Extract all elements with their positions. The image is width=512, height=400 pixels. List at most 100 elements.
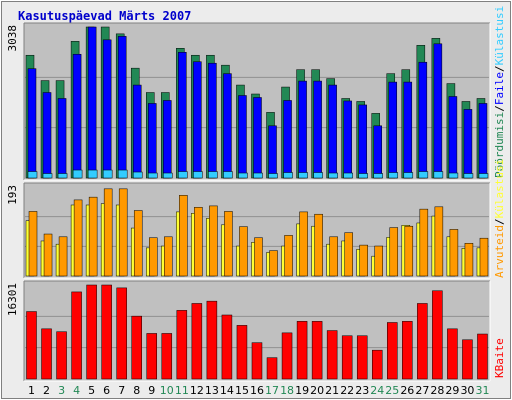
legend-middle-item-2: Külastusi	[493, 159, 506, 219]
x-tick-label-day-31: 31	[475, 384, 489, 397]
bar-top-k-lastusi-day-17	[268, 173, 278, 179]
bar-middle-arvuteid-day-25	[389, 227, 399, 277]
bar-top-faile-day-24	[373, 125, 382, 179]
bar-top-faile-day-14	[223, 73, 232, 179]
bar-middle-arvuteid-day-9	[149, 237, 158, 277]
bar-top-faile-day-15	[238, 95, 247, 179]
bar-bottom-kbaite-day-27	[417, 303, 428, 380]
bar-top-k-lastusi-day-12	[193, 171, 203, 179]
bar-bottom-kbaite-day-31	[477, 333, 488, 380]
bar-top-k-lastusi-day-23	[358, 173, 368, 179]
bar-middle-arvuteid-day-26	[404, 225, 414, 277]
bar-bottom-kbaite-day-28	[432, 290, 443, 380]
bar-top-faile-day-28	[433, 43, 443, 179]
bar-middle-arvuteid-day-14	[224, 211, 233, 277]
bar-middle-arvuteid-day-8	[133, 210, 143, 277]
bar-middle-arvuteid-day-5	[88, 196, 98, 277]
x-tick-label-day-25: 25	[385, 384, 399, 397]
bar-top-faile-day-16	[253, 97, 262, 179]
bar-top-faile-day-13	[208, 62, 217, 179]
bar-top-k-lastusi-day-15	[238, 172, 248, 179]
bar-top-k-lastusi-day-19	[298, 172, 308, 179]
bar-bottom-kbaite-day-26	[402, 321, 413, 380]
x-tick-label-day-13: 13	[205, 384, 219, 397]
bar-top-faile-day-23	[358, 104, 367, 179]
bar-middle-arvuteid-day-21	[329, 236, 338, 277]
x-tick-label-day-30: 30	[460, 384, 474, 397]
bar-bottom-kbaite-day-25	[387, 322, 398, 380]
x-tick-label-day-26: 26	[400, 384, 414, 397]
bar-bottom-kbaite-day-19	[296, 321, 308, 380]
bar-middle-arvuteid-day-12	[194, 207, 203, 277]
x-tick-label-day-29: 29	[445, 384, 459, 397]
legend-top-item-1: /	[493, 105, 506, 112]
bar-top-k-lastusi-day-30	[463, 173, 474, 179]
legend-top-item-3: /	[493, 65, 506, 72]
legend-top: Pöördumisi/Faile/Külastusi	[493, 6, 506, 178]
legend-middle-item-0: Arvuteid	[493, 225, 506, 278]
bar-top-k-lastusi-day-11	[178, 171, 188, 179]
bar-top-k-lastusi-day-21	[328, 172, 338, 179]
x-tick-label-day-5: 5	[88, 384, 95, 397]
bar-top-k-lastusi-day-31	[478, 173, 489, 179]
bar-bottom-kbaite-day-29	[447, 328, 458, 380]
bar-bottom-kbaite-day-30	[462, 339, 473, 380]
bar-bottom-kbaite-day-20	[311, 321, 323, 380]
legend-top-item-0: Pöördumisi	[493, 112, 506, 178]
x-tick-label-day-23: 23	[355, 384, 369, 397]
bar-top-faile-day-21	[328, 84, 337, 179]
bar-top-faile-day-10	[163, 100, 172, 179]
bar-middle-arvuteid-day-27	[419, 208, 429, 277]
x-tick-label-day-2: 2	[43, 384, 50, 397]
bar-top-k-lastusi-day-20	[313, 172, 323, 179]
bar-bottom-kbaite-day-18	[281, 332, 293, 380]
panel-top: 3038	[6, 22, 491, 181]
x-tick-label-day-4: 4	[73, 384, 80, 397]
x-tick-label-day-28: 28	[430, 384, 444, 397]
x-tick-label-day-18: 18	[280, 384, 294, 397]
bar-top-faile-day-29	[448, 96, 458, 179]
x-tick-label-day-27: 27	[415, 384, 429, 397]
bar-bottom-kbaite-day-23	[356, 335, 368, 380]
x-tick-label-day-16: 16	[250, 384, 264, 397]
bar-top-k-lastusi-day-14	[223, 171, 233, 179]
axis-max-top: 3038	[6, 25, 19, 52]
bar-middle-arvuteid-day-29	[449, 229, 459, 277]
bar-bottom-kbaite-day-14	[221, 314, 233, 380]
bar-top-faile-day-30	[463, 109, 473, 179]
x-tick-label-day-24: 24	[370, 384, 384, 397]
bar-middle-arvuteid-day-31	[479, 237, 489, 277]
bar-top-k-lastusi-day-25	[388, 172, 399, 179]
bar-middle-arvuteid-day-10	[164, 236, 173, 277]
x-tick-label-day-17: 17	[265, 384, 279, 397]
bar-top-k-lastusi-day-26	[403, 172, 414, 179]
bar-top-faile-day-11	[178, 51, 187, 179]
bar-middle-arvuteid-day-13	[209, 205, 218, 277]
x-tick-label-day-21: 21	[325, 384, 339, 397]
bar-middle-arvuteid-day-28	[434, 206, 444, 277]
x-tick-label-day-8: 8	[133, 384, 140, 397]
bar-bottom-kbaite-day-12	[191, 303, 203, 380]
bar-bottom-kbaite-day-1	[26, 311, 37, 380]
bar-top-faile-day-18	[283, 100, 292, 179]
bar-bottom-kbaite-day-7	[116, 287, 127, 380]
bar-bottom-kbaite-day-5	[86, 284, 97, 380]
bar-top-k-lastusi-day-5	[87, 169, 98, 179]
bar-middle-arvuteid-day-1	[28, 211, 38, 277]
bar-top-k-lastusi-day-18	[283, 172, 293, 179]
page-title: Kasutuspäevad Märts 2007	[18, 9, 192, 23]
bar-top-faile-day-8	[132, 84, 142, 179]
bar-top-faile-day-2	[42, 92, 52, 179]
legend-bottom: KBaite	[493, 338, 506, 378]
bar-top-k-lastusi-day-7	[117, 169, 128, 179]
bar-middle-arvuteid-day-16	[254, 237, 263, 277]
bar-top-faile-day-1	[27, 68, 37, 179]
bar-top-faile-day-3	[57, 98, 67, 179]
bar-top-k-lastusi-day-29	[448, 172, 459, 179]
x-tick-label-day-7: 7	[118, 384, 125, 397]
bar-bottom-kbaite-day-24	[371, 349, 383, 380]
bar-bottom-kbaite-day-21	[326, 330, 338, 380]
bar-top-faile-day-12	[193, 61, 202, 179]
